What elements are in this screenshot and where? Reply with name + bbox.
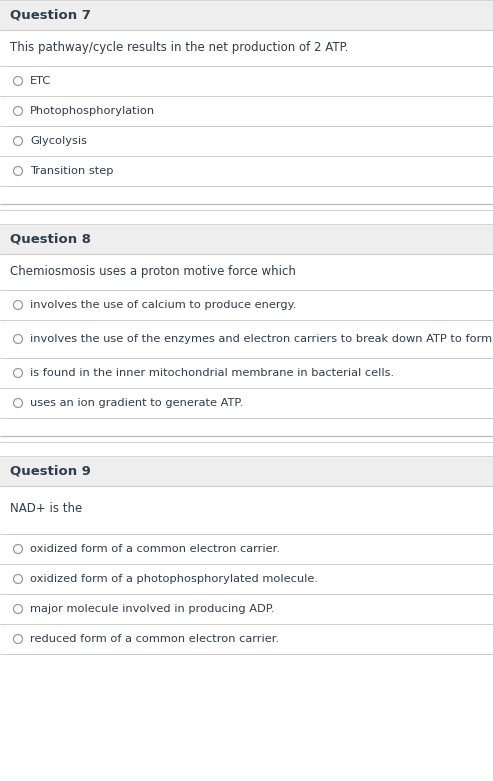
Text: oxidized form of a common electron carrier.: oxidized form of a common electron carri… (30, 544, 280, 554)
Text: is found in the inner mitochondrial membrane in bacterial cells.: is found in the inner mitochondrial memb… (30, 368, 394, 378)
Text: NAD+ is the: NAD+ is the (10, 501, 82, 515)
Text: ETC: ETC (30, 76, 51, 86)
Bar (0, 224, 493, 254)
Text: Glycolysis: Glycolysis (30, 136, 87, 146)
Text: major molecule involved in producing ADP.: major molecule involved in producing ADP… (30, 604, 275, 614)
Bar (0, 0, 493, 30)
Text: Question 7: Question 7 (10, 9, 91, 22)
Text: This pathway/cycle results in the net production of 2 ATP.: This pathway/cycle results in the net pr… (10, 41, 349, 55)
Text: Question 9: Question 9 (10, 465, 91, 477)
Bar (0, 456, 493, 486)
Text: involves the use of calcium to produce energy.: involves the use of calcium to produce e… (30, 300, 296, 310)
Text: Photophosphorylation: Photophosphorylation (30, 106, 155, 116)
Text: Transition step: Transition step (30, 166, 113, 176)
Text: Question 8: Question 8 (10, 233, 91, 245)
Text: uses an ion gradient to generate ATP.: uses an ion gradient to generate ATP. (30, 398, 243, 408)
Text: Chemiosmosis uses a proton motive force which: Chemiosmosis uses a proton motive force … (10, 266, 296, 279)
Text: reduced form of a common electron carrier.: reduced form of a common electron carrie… (30, 634, 279, 644)
Text: involves the use of the enzymes and electron carriers to break down ATP to form : involves the use of the enzymes and elec… (30, 334, 493, 344)
Text: oxidized form of a photophosphorylated molecule.: oxidized form of a photophosphorylated m… (30, 574, 318, 584)
